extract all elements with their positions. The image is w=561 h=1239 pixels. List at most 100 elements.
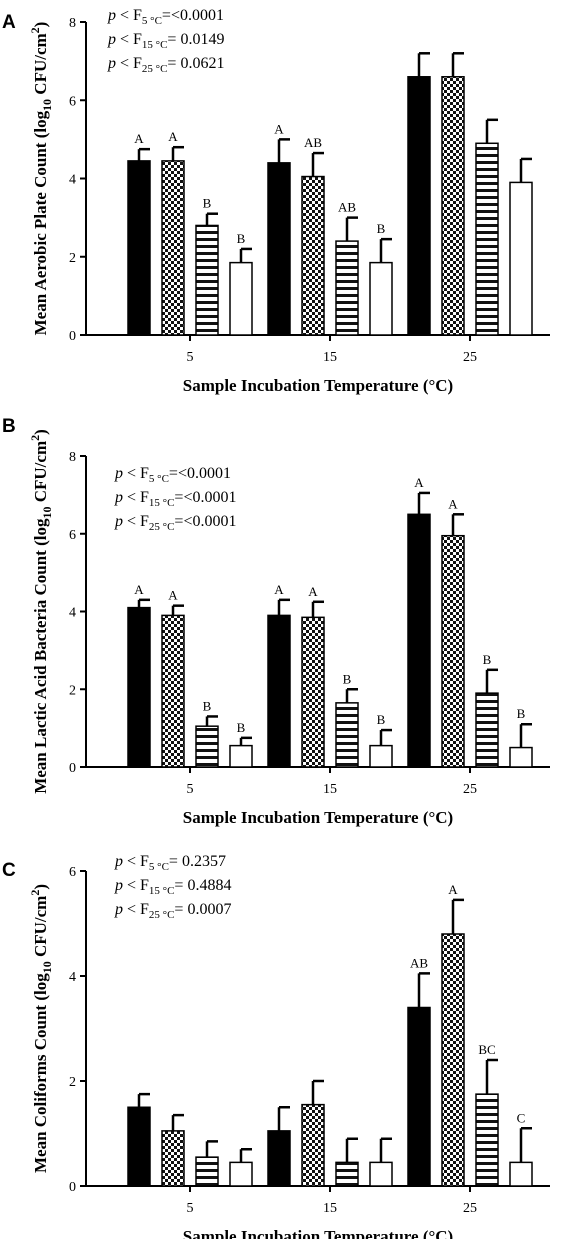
y-tick-label: 4 bbox=[69, 173, 76, 188]
x-tick-label: 15 bbox=[323, 350, 337, 365]
y-tick-label: 6 bbox=[69, 94, 76, 109]
significance-letter: B bbox=[237, 231, 246, 246]
bar bbox=[127, 1106, 151, 1187]
y-axis-title: Mean Lactic Acid Bacteria Count (log10 C… bbox=[28, 429, 54, 794]
p-value-line: p < F25 °C= 0.0007 bbox=[114, 901, 231, 921]
bar bbox=[369, 744, 393, 768]
significance-letter: A bbox=[168, 129, 178, 144]
bar bbox=[127, 606, 151, 768]
y-tick-label: 8 bbox=[69, 450, 76, 465]
significance-letter: B bbox=[237, 720, 246, 735]
significance-letter: AB bbox=[304, 135, 322, 150]
bar bbox=[229, 744, 253, 768]
significance-letter: B bbox=[343, 671, 352, 686]
bar bbox=[195, 725, 219, 768]
y-tick-label: 4 bbox=[69, 970, 76, 985]
bar bbox=[509, 181, 533, 336]
x-tick-label: 5 bbox=[187, 350, 194, 365]
bar bbox=[267, 614, 291, 768]
bar bbox=[509, 1161, 533, 1187]
p-value-line: p < F5 °C=<0.0001 bbox=[107, 7, 224, 27]
bar bbox=[407, 1006, 431, 1187]
panel-label: C bbox=[2, 860, 16, 881]
y-tick-label: 4 bbox=[69, 606, 76, 621]
significance-letter: A bbox=[134, 582, 144, 597]
bar bbox=[301, 616, 325, 768]
bar bbox=[369, 261, 393, 336]
x-axis-title: Sample Incubation Temperature (°C) bbox=[183, 376, 453, 395]
bar bbox=[475, 1093, 499, 1187]
bar bbox=[407, 76, 431, 336]
bar bbox=[475, 142, 499, 336]
significance-letter: A bbox=[134, 131, 144, 146]
y-tick-label: 0 bbox=[69, 329, 76, 344]
y-tick-label: 0 bbox=[69, 1180, 76, 1195]
bar bbox=[229, 261, 253, 336]
significance-letter: A bbox=[414, 475, 424, 490]
bar bbox=[195, 1156, 219, 1187]
significance-letter: B bbox=[517, 706, 526, 721]
y-axis-title: Mean Aerobic Plate Count (log10 CFU/cm2) bbox=[28, 22, 54, 336]
x-tick-label: 5 bbox=[187, 1201, 194, 1216]
y-tick-label: 0 bbox=[69, 761, 76, 776]
significance-letter: B bbox=[377, 221, 386, 236]
p-value-line: p < F15 °C= 0.4884 bbox=[114, 877, 231, 897]
bar bbox=[127, 160, 151, 336]
y-axis-title: Mean Coliforms Count (log10 CFU/cm2) bbox=[28, 884, 54, 1173]
y-tick-label: 2 bbox=[69, 683, 76, 698]
bar bbox=[441, 534, 465, 768]
significance-letter: B bbox=[203, 698, 212, 713]
x-tick-label: 25 bbox=[463, 782, 477, 797]
p-value-line: p < F15 °C=<0.0001 bbox=[114, 489, 236, 509]
significance-letter: C bbox=[517, 1110, 526, 1125]
significance-letter: A bbox=[274, 582, 284, 597]
bar bbox=[301, 1103, 325, 1187]
bar bbox=[267, 162, 291, 336]
p-value-line: p < F5 °C=<0.0001 bbox=[114, 465, 231, 485]
x-axis-title: Sample Incubation Temperature (°C) bbox=[183, 808, 453, 827]
significance-letter: B bbox=[203, 196, 212, 211]
bar bbox=[441, 933, 465, 1187]
bar bbox=[161, 160, 185, 336]
bar bbox=[475, 692, 499, 768]
bar bbox=[369, 1161, 393, 1187]
x-tick-label: 5 bbox=[187, 782, 194, 797]
significance-letter: A bbox=[308, 584, 318, 599]
p-value-line: p < F15 °C= 0.0149 bbox=[107, 31, 224, 51]
p-value-line: p < F25 °C= 0.0621 bbox=[107, 55, 224, 75]
significance-letter: B bbox=[483, 652, 492, 667]
bar bbox=[195, 224, 219, 336]
bar bbox=[509, 746, 533, 768]
x-tick-label: 25 bbox=[463, 1201, 477, 1216]
p-value-line: p < F5 °C= 0.2357 bbox=[114, 853, 226, 873]
bar bbox=[441, 76, 465, 336]
p-value-line: p < F25 °C=<0.0001 bbox=[114, 513, 236, 533]
panel-b: Bp < F5 °C=<0.0001 p < F15 °C=<0.0001 p < … bbox=[2, 416, 550, 827]
bar bbox=[229, 1161, 253, 1187]
bar bbox=[267, 1130, 291, 1187]
bar bbox=[161, 614, 185, 768]
significance-letter: BC bbox=[478, 1042, 495, 1057]
x-axis-title: Sample Incubation Temperature (°C) bbox=[183, 1227, 453, 1239]
x-tick-label: 15 bbox=[323, 782, 337, 797]
y-tick-label: 8 bbox=[69, 16, 76, 31]
significance-letter: A bbox=[448, 496, 458, 511]
significance-letter: AB bbox=[338, 200, 356, 215]
significance-letter: B bbox=[377, 712, 386, 727]
bar bbox=[335, 1161, 359, 1187]
bar bbox=[407, 513, 431, 768]
x-tick-label: 15 bbox=[323, 1201, 337, 1216]
bar bbox=[335, 702, 359, 768]
significance-letter: A bbox=[448, 882, 458, 897]
panel-label: B bbox=[2, 416, 16, 437]
significance-letter: A bbox=[274, 121, 284, 136]
y-tick-label: 2 bbox=[69, 1075, 76, 1090]
significance-letter: AB bbox=[410, 955, 428, 970]
bar bbox=[335, 240, 359, 336]
x-tick-label: 25 bbox=[463, 350, 477, 365]
significance-letter: A bbox=[168, 588, 178, 603]
y-tick-label: 6 bbox=[69, 865, 76, 880]
